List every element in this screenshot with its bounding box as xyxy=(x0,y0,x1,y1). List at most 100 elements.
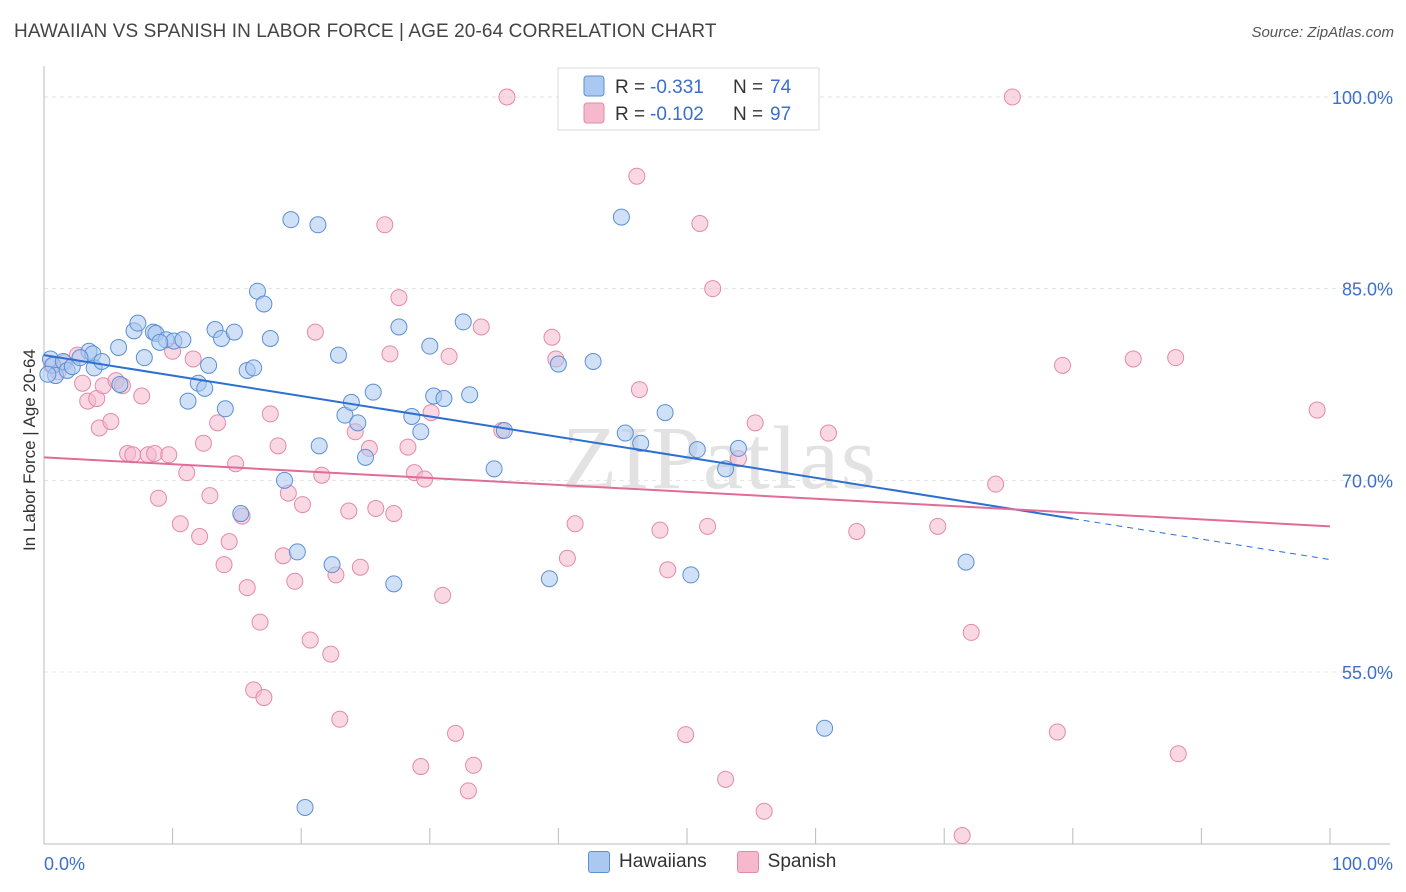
spanish-point xyxy=(313,466,331,484)
spanish-point xyxy=(286,572,304,590)
hawaiian-point xyxy=(390,318,408,336)
spanish-point xyxy=(191,528,209,546)
hawaiian-point xyxy=(39,365,57,383)
spanish-point xyxy=(440,347,458,365)
hawaiian-point xyxy=(129,314,147,332)
spanish-point xyxy=(184,350,202,368)
spanish-point xyxy=(659,561,677,579)
hawaiian-point xyxy=(632,434,650,452)
spanish-point xyxy=(459,782,477,800)
spanish-point xyxy=(628,167,646,185)
hawaiian-point xyxy=(412,423,430,441)
spanish-point xyxy=(301,631,319,649)
spanish-point xyxy=(124,446,142,464)
hawaiian-point xyxy=(225,323,243,341)
spanish-point xyxy=(102,413,120,431)
hawaiian-point xyxy=(612,208,630,226)
spanish-point xyxy=(194,434,212,452)
legend-item-spanish: Spanish xyxy=(736,851,836,873)
hawaiian-point xyxy=(288,543,306,561)
spanish-point xyxy=(704,280,722,298)
spanish-point xyxy=(987,475,1005,493)
legend-n-value-1: 74 xyxy=(770,77,792,98)
spanish-point xyxy=(149,489,167,507)
spanish-point xyxy=(412,758,430,776)
hawaiian-point xyxy=(584,353,602,370)
legend-label-hawaiians: Hawaiians xyxy=(619,851,707,872)
hawaiian-point xyxy=(310,437,328,455)
y-axis-label: In Labor Force | Age 20-64 xyxy=(20,349,39,551)
spanish-point xyxy=(953,827,971,845)
spanish-point xyxy=(201,487,219,505)
spanish-point xyxy=(651,521,669,539)
hawaiian-point xyxy=(454,313,472,331)
source-credit: Source: ZipAtlas.com xyxy=(1251,24,1394,41)
spanish-point xyxy=(1003,88,1021,106)
spanish-point xyxy=(306,323,324,341)
spanish-point xyxy=(465,756,483,774)
spanish-point xyxy=(566,515,584,533)
y-tick-label: 55.0% xyxy=(1342,663,1393,683)
hawaiian-point xyxy=(329,346,347,364)
hawaiian-point xyxy=(816,719,834,737)
axes xyxy=(43,66,1390,845)
spanish-point xyxy=(209,414,227,432)
spanish-point xyxy=(755,802,773,820)
y-tick-label: 85.0% xyxy=(1342,280,1393,300)
hawaiian-point xyxy=(540,570,558,588)
hawaiian-point xyxy=(275,471,293,489)
hawaiian-point xyxy=(296,798,314,816)
hawaiian-point xyxy=(682,566,700,584)
spanish-point xyxy=(746,414,764,432)
spanish-point xyxy=(1169,745,1187,763)
spanish-point xyxy=(498,88,516,106)
hawaiian-point xyxy=(110,338,128,356)
hawaiian-point xyxy=(135,349,153,367)
spanish-point xyxy=(447,724,465,742)
y-tick-label: 100.0% xyxy=(1332,88,1393,108)
hawaiian-point xyxy=(261,330,279,347)
hawaiian-point xyxy=(357,448,374,466)
legend-n-label-2: N = xyxy=(733,104,763,125)
spanish-trend-line xyxy=(43,456,1331,528)
hawaiian-point xyxy=(196,379,214,397)
spanish-point xyxy=(255,689,273,707)
spanish-point xyxy=(1167,349,1185,367)
spanish-point xyxy=(146,445,164,462)
spanish-point xyxy=(215,556,233,574)
hawaiian-point xyxy=(364,383,382,401)
spanish-point xyxy=(558,549,576,567)
spanish-point xyxy=(331,710,349,728)
spanish-point xyxy=(472,318,490,336)
legend-r-value-1: -0.331 xyxy=(650,77,704,98)
chart-title: HAWAIIAN VS SPANISH IN LABOR FORCE | AGE… xyxy=(14,21,717,42)
spanish-point xyxy=(1048,723,1066,741)
spanish-point xyxy=(543,328,561,346)
hawaiian-point xyxy=(309,216,327,234)
spanish-point xyxy=(274,547,292,565)
legend-swatch-spanish xyxy=(736,851,759,873)
spanish-point xyxy=(293,496,311,514)
spanish-point xyxy=(251,613,269,631)
x-tick-label: 100.0% xyxy=(1332,854,1393,874)
spanish-point xyxy=(261,405,279,423)
hawaiian-point xyxy=(495,422,513,439)
spanish-point xyxy=(929,517,947,535)
hawaiian-points xyxy=(39,208,975,816)
hawaiian-point xyxy=(461,386,479,404)
hawaiian-point xyxy=(179,392,197,410)
legend-swatch-hawaiians xyxy=(583,75,605,97)
hawaiian-point xyxy=(957,553,975,571)
spanish-point xyxy=(434,586,452,604)
x-tick-label: 0.0% xyxy=(44,854,85,874)
spanish-point xyxy=(677,726,695,744)
spanish-point xyxy=(269,437,287,455)
legend-r-value-2: -0.102 xyxy=(650,104,704,125)
y-tick-labels: 55.0% 70.0% 85.0% 100.0% xyxy=(1332,88,1393,683)
trend-lines xyxy=(43,354,1331,561)
hawaiian-point xyxy=(403,407,421,425)
spanish-point xyxy=(630,381,648,399)
hawaiian-point xyxy=(729,439,747,457)
hawaiians-trend-line xyxy=(43,354,1073,520)
